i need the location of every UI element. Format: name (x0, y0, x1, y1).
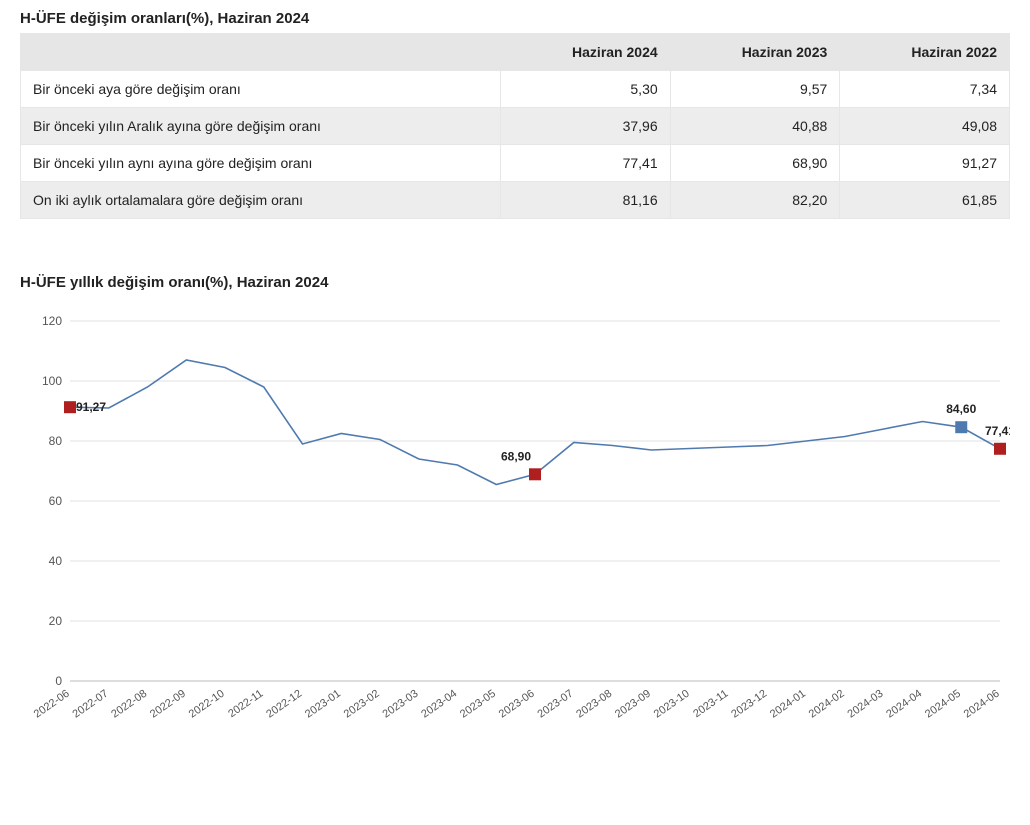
cell: 7,34 (840, 71, 1010, 108)
table-header-col: Haziran 2024 (500, 34, 670, 71)
svg-text:40: 40 (49, 554, 63, 568)
cell: 49,08 (840, 108, 1010, 145)
data-table: Haziran 2024 Haziran 2023 Haziran 2022 B… (20, 33, 1010, 219)
table-row: On iki aylık ortalamalara göre değişim o… (21, 182, 1010, 219)
table-header-col: Haziran 2023 (670, 34, 840, 71)
table-header-col: Haziran 2022 (840, 34, 1010, 71)
table-row: Bir önceki yılın Aralık ayına göre değiş… (21, 108, 1010, 145)
cell: 91,27 (840, 145, 1010, 182)
line-chart: 0204060801001202022-062022-072022-082022… (20, 301, 1010, 761)
svg-text:0: 0 (55, 674, 62, 688)
svg-text:84,60: 84,60 (946, 402, 976, 416)
cell: 81,16 (500, 182, 670, 219)
cell: 37,96 (500, 108, 670, 145)
table-row: Bir önceki aya göre değişim oranı 5,30 9… (21, 71, 1010, 108)
svg-text:60: 60 (49, 494, 63, 508)
cell: 9,57 (670, 71, 840, 108)
table-title: H-ÜFE değişim oranları(%), Haziran 2024 (20, 10, 1010, 27)
svg-text:91,27: 91,27 (76, 400, 106, 414)
cell: 61,85 (840, 182, 1010, 219)
row-label: On iki aylık ortalamalara göre değişim o… (21, 182, 501, 219)
svg-text:120: 120 (42, 314, 62, 328)
cell: 68,90 (670, 145, 840, 182)
svg-text:77,41: 77,41 (985, 424, 1010, 438)
cell: 82,20 (670, 182, 840, 219)
table-row: Bir önceki yılın aynı ayına göre değişim… (21, 145, 1010, 182)
row-label: Bir önceki yılın Aralık ayına göre değiş… (21, 108, 501, 145)
svg-text:100: 100 (42, 374, 62, 388)
cell: 40,88 (670, 108, 840, 145)
chart-title: H-ÜFE yıllık değişim oranı(%), Haziran 2… (20, 274, 1010, 291)
svg-text:20: 20 (49, 614, 63, 628)
cell: 77,41 (500, 145, 670, 182)
chart-svg: 0204060801001202022-062022-072022-082022… (20, 301, 1010, 761)
svg-text:80: 80 (49, 434, 63, 448)
svg-text:68,90: 68,90 (501, 449, 531, 463)
row-label: Bir önceki yılın aynı ayına göre değişim… (21, 145, 501, 182)
cell: 5,30 (500, 71, 670, 108)
table-header-blank (21, 34, 501, 71)
row-label: Bir önceki aya göre değişim oranı (21, 71, 501, 108)
